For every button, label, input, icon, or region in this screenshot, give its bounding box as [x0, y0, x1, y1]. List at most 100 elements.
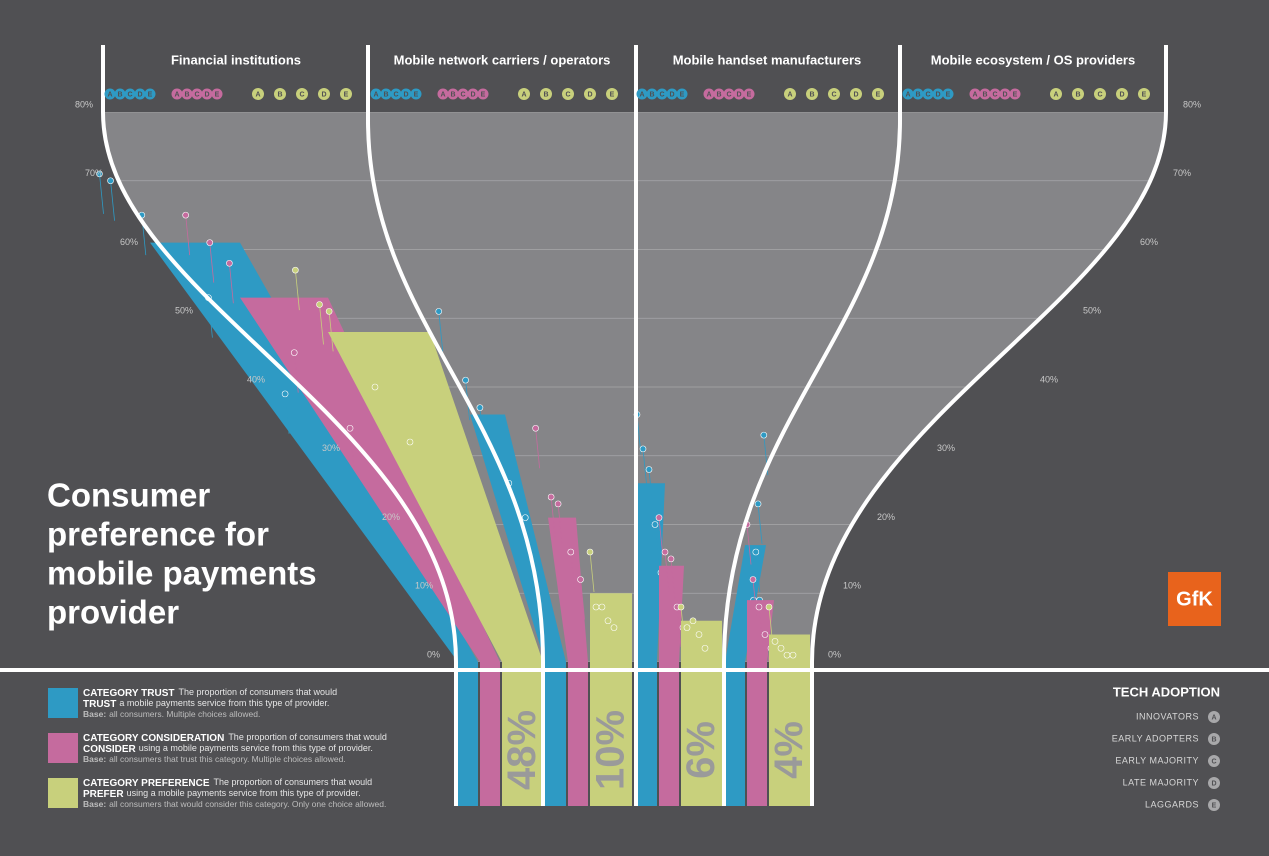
adopter-letter: A [639, 91, 644, 98]
adopter-letter: D [321, 91, 326, 98]
logo: GfK [1176, 588, 1213, 610]
y-tick-label: 80% [1183, 99, 1201, 109]
adopter-dot [567, 548, 575, 556]
adopter-dot [325, 308, 333, 315]
adopter-letter: B [716, 91, 721, 98]
adopter-badge [912, 88, 924, 100]
adopter-badge [1116, 88, 1128, 100]
adopter-dot [521, 514, 529, 521]
adopter-letter: C [127, 91, 132, 98]
tech-letter: A [1211, 714, 1216, 721]
dot-stem [228, 263, 234, 304]
adopter-letter: C [460, 91, 465, 98]
legend-swatch [48, 733, 78, 763]
adopter-badge [477, 88, 489, 100]
adopter-letter: C [565, 91, 570, 98]
adopter-dot [281, 390, 289, 398]
legend-title: CATEGORY TRUST [83, 688, 174, 699]
adopter-dot [752, 548, 760, 556]
legend-base: all consumers that would consider this c… [109, 799, 386, 809]
dot-stem [752, 579, 758, 620]
adopter-letter: E [414, 91, 419, 98]
legend-base-label: Base: [83, 709, 106, 719]
consider-band [548, 517, 588, 806]
adopter-letter: E [1142, 91, 1147, 98]
dot-stem [692, 620, 698, 661]
adopter-letter: B [809, 91, 814, 98]
adopter-dot [598, 603, 606, 611]
title-line: provider [47, 594, 179, 631]
adopter-letter: D [470, 91, 475, 98]
adopter-badge [713, 88, 725, 100]
adopter-badge [540, 88, 552, 100]
adopter-badge [144, 88, 156, 100]
dot-stem [595, 606, 601, 648]
dot-stem [294, 270, 300, 311]
adopter-letter: C [393, 91, 398, 98]
adopter-badge [584, 88, 596, 100]
y-tick-label: 30% [937, 443, 955, 453]
adopter-letter: A [373, 91, 378, 98]
adopter-badge [437, 88, 449, 100]
adopter-letter: D [1119, 91, 1124, 98]
panel-title: Mobile network carriers / operators [394, 52, 611, 67]
adopter-dot [755, 603, 763, 611]
dot-stem [550, 496, 556, 538]
adopter-badge [806, 88, 818, 100]
adopter-badge [171, 88, 183, 100]
tech-badge [1208, 799, 1220, 811]
divider [722, 45, 902, 806]
y-tick-label: 20% [382, 512, 400, 522]
adopter-badge [134, 88, 146, 100]
adopter-badge [340, 88, 352, 100]
title-line: Consumer [47, 477, 210, 514]
dot-stem [642, 448, 648, 489]
dot-stem [409, 441, 415, 483]
adopter-dot [695, 631, 703, 638]
adopter-badge [969, 88, 981, 100]
adopter-badge [828, 88, 840, 100]
adopter-badge [942, 88, 954, 100]
adopter-letter: C [925, 91, 930, 98]
legend-line: Base: all consumers that trust this categ… [83, 754, 346, 764]
tech-badge [1208, 777, 1220, 789]
adopter-dot [371, 383, 379, 391]
dot-stem [110, 180, 115, 221]
dot-stem [757, 503, 763, 544]
adopter-letter: B [543, 91, 548, 98]
trust-band [637, 483, 665, 806]
prefer-band [681, 620, 722, 806]
adopter-badge [1094, 88, 1106, 100]
y-tick-label: 50% [175, 306, 193, 316]
adopter-letter: C [992, 91, 997, 98]
adopter-dot [754, 500, 762, 508]
legend-line: Base: all consumers. Multiple choices all… [83, 709, 260, 719]
adopter-badge [784, 88, 796, 100]
adopter-letter: B [277, 91, 282, 98]
adopter-letter: E [1013, 91, 1018, 98]
prefer-band [769, 634, 810, 806]
tech-badge [1208, 711, 1220, 723]
adopter-letter: A [440, 91, 445, 98]
dividers [0, 45, 1269, 806]
dot-stem [535, 428, 541, 469]
dot-stem [319, 304, 324, 345]
adopter-dot [592, 603, 600, 611]
adopter-letter: D [736, 91, 741, 98]
adopter-badge [872, 88, 884, 100]
adopter-badge [999, 88, 1011, 100]
dot-stem [648, 469, 654, 510]
adopter-badge [850, 88, 862, 100]
adopter-letter: E [344, 91, 349, 98]
y-tick-label: 70% [1173, 168, 1191, 178]
adopter-badge [124, 88, 136, 100]
adopter-badge [274, 88, 286, 100]
legend-text: a mobile payments service from this type… [119, 698, 329, 708]
panel-title: Financial institutions [171, 52, 301, 67]
divider [101, 45, 458, 806]
dot-stem [670, 558, 676, 599]
y-tick-label: 70% [85, 168, 103, 178]
legend-keyword: CONSIDER [83, 744, 137, 755]
adopter-dot [651, 521, 659, 528]
adopter-letter: C [726, 91, 731, 98]
